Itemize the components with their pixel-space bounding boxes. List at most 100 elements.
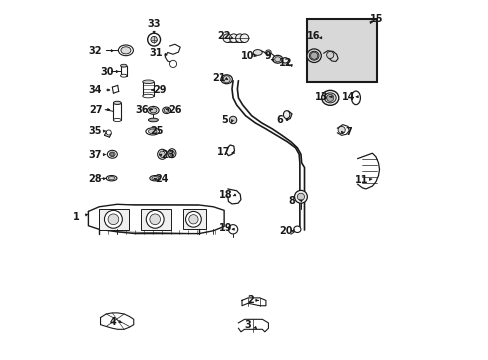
Text: 16: 16 xyxy=(306,31,320,41)
Circle shape xyxy=(104,210,122,228)
Circle shape xyxy=(223,34,231,42)
Circle shape xyxy=(106,130,111,135)
Text: 15: 15 xyxy=(369,14,383,23)
Ellipse shape xyxy=(149,176,160,181)
Circle shape xyxy=(151,36,157,43)
Circle shape xyxy=(147,33,160,46)
Text: 12: 12 xyxy=(278,58,292,68)
Ellipse shape xyxy=(163,107,170,113)
Text: 2: 2 xyxy=(247,296,253,305)
Text: 27: 27 xyxy=(89,105,102,114)
Bar xyxy=(141,208,170,230)
Ellipse shape xyxy=(324,93,335,103)
Ellipse shape xyxy=(113,101,121,104)
Circle shape xyxy=(326,51,333,59)
Text: 14: 14 xyxy=(342,92,355,102)
Circle shape xyxy=(185,211,201,227)
Bar xyxy=(99,208,128,230)
Circle shape xyxy=(110,153,114,156)
Ellipse shape xyxy=(151,177,158,180)
Ellipse shape xyxy=(293,226,300,233)
Text: 28: 28 xyxy=(88,174,102,184)
Text: 10: 10 xyxy=(241,51,254,61)
Ellipse shape xyxy=(168,149,176,158)
Text: 4: 4 xyxy=(110,317,117,327)
Ellipse shape xyxy=(121,64,127,67)
Text: 22: 22 xyxy=(217,31,230,41)
Text: 5: 5 xyxy=(220,115,227,125)
Ellipse shape xyxy=(148,118,158,122)
Circle shape xyxy=(146,210,164,228)
Text: 13: 13 xyxy=(315,92,328,102)
Circle shape xyxy=(229,34,238,42)
Text: 9: 9 xyxy=(264,51,270,61)
Circle shape xyxy=(310,52,317,59)
Text: 36: 36 xyxy=(135,105,148,114)
Circle shape xyxy=(235,34,244,42)
Ellipse shape xyxy=(121,47,131,54)
Text: 32: 32 xyxy=(89,46,102,56)
Ellipse shape xyxy=(145,128,159,135)
Ellipse shape xyxy=(148,129,157,134)
Text: 35: 35 xyxy=(89,126,102,136)
Ellipse shape xyxy=(157,149,166,159)
Ellipse shape xyxy=(221,75,232,84)
Circle shape xyxy=(108,214,119,225)
Circle shape xyxy=(326,94,333,102)
Text: 24: 24 xyxy=(155,174,169,184)
Text: 17: 17 xyxy=(217,148,230,157)
Text: 30: 30 xyxy=(100,67,114,77)
Ellipse shape xyxy=(253,50,262,55)
Text: 11: 11 xyxy=(354,175,367,185)
Ellipse shape xyxy=(106,176,117,181)
Ellipse shape xyxy=(107,150,117,158)
Ellipse shape xyxy=(351,91,360,105)
Ellipse shape xyxy=(147,107,159,114)
Text: 6: 6 xyxy=(276,115,283,125)
Ellipse shape xyxy=(283,111,289,118)
Ellipse shape xyxy=(142,80,154,84)
Text: 18: 18 xyxy=(218,190,232,200)
Text: 8: 8 xyxy=(288,196,295,206)
Bar xyxy=(306,19,376,82)
Circle shape xyxy=(188,215,198,224)
Ellipse shape xyxy=(142,94,154,98)
Text: 1: 1 xyxy=(73,212,80,222)
Ellipse shape xyxy=(274,57,280,62)
Circle shape xyxy=(228,225,237,234)
Text: 19: 19 xyxy=(218,223,232,233)
Text: 34: 34 xyxy=(89,85,102,95)
Text: 3: 3 xyxy=(244,320,251,330)
Text: 21: 21 xyxy=(212,73,226,83)
Ellipse shape xyxy=(309,51,318,60)
Ellipse shape xyxy=(113,118,121,122)
Bar xyxy=(113,103,121,120)
Ellipse shape xyxy=(169,150,174,156)
Text: 37: 37 xyxy=(89,150,102,160)
Ellipse shape xyxy=(118,45,133,56)
Ellipse shape xyxy=(306,49,321,63)
Text: 25: 25 xyxy=(150,126,163,136)
Ellipse shape xyxy=(164,108,168,112)
Ellipse shape xyxy=(282,58,288,63)
Ellipse shape xyxy=(229,116,236,123)
Bar xyxy=(142,82,154,96)
Circle shape xyxy=(169,60,176,67)
Bar xyxy=(183,208,205,229)
Circle shape xyxy=(297,193,304,201)
Circle shape xyxy=(294,190,307,203)
Text: 20: 20 xyxy=(279,226,292,236)
Ellipse shape xyxy=(159,151,165,157)
Text: 29: 29 xyxy=(153,85,166,95)
Ellipse shape xyxy=(272,55,282,63)
Text: 33: 33 xyxy=(147,18,161,28)
Circle shape xyxy=(149,214,160,225)
Text: 23: 23 xyxy=(161,150,174,160)
Text: 7: 7 xyxy=(345,127,352,138)
Circle shape xyxy=(337,126,345,134)
Ellipse shape xyxy=(109,152,115,157)
Bar xyxy=(121,66,127,76)
Circle shape xyxy=(240,34,248,42)
Ellipse shape xyxy=(108,177,115,180)
Ellipse shape xyxy=(321,90,338,105)
